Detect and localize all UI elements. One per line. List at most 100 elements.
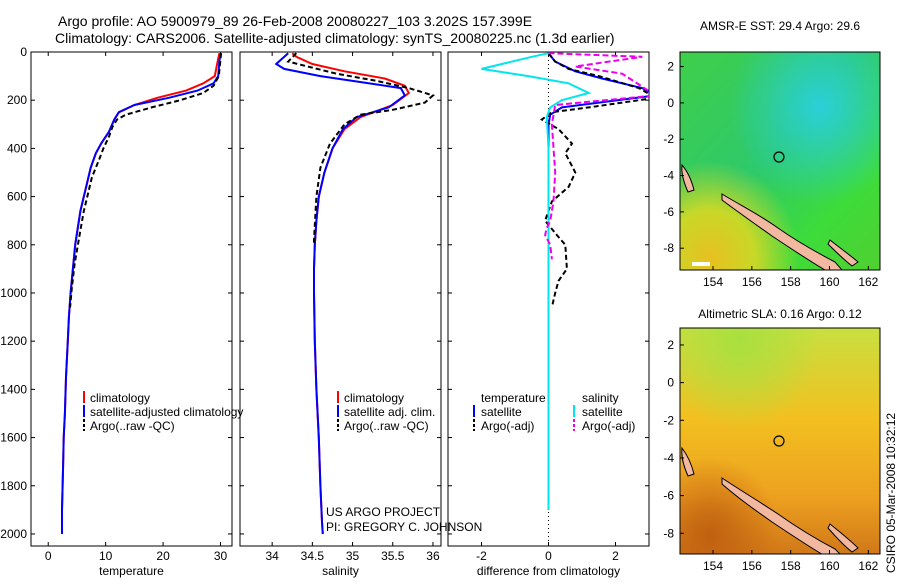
sst-map-axes: 154 156 158 160 162 2 0 -2 -4 -6 -8 — [663, 60, 878, 289]
figure-title-line2: Climatology: CARS2006. Satellite-adjuste… — [55, 30, 615, 46]
x-tick-label: 30 — [214, 549, 228, 563]
temperature-panel: 0 10 20 30 temperature — [30, 51, 233, 578]
salinity-panel: 34 34.5 35 35.5 36 salinity — [239, 51, 442, 578]
legend-label-argo: Argo(..raw -QC) — [90, 419, 175, 433]
figure-title-line1: Argo profile: AO 5900979_89 26-Feb-2008 … — [58, 13, 532, 29]
project-annotation-line2: PI: GREGORY C. JOHNSON — [326, 520, 482, 534]
x-tick-label: 0 — [45, 549, 52, 563]
x-tick-label: 35 — [346, 549, 360, 563]
project-annotation-line1: US ARGO PROJECT — [326, 505, 441, 519]
sst-map-scale-bar — [692, 262, 710, 266]
x-tick-label: 34 — [265, 549, 279, 563]
legend-label-climatology: climatology — [344, 391, 404, 405]
sla-map-axes: 154 156 158 160 162 2 0 -2 -4 -6 -8 — [663, 338, 878, 573]
legend-label-sal-argo: Argo(-adj) — [582, 419, 635, 433]
map-x-tick-label: 162 — [858, 275, 878, 289]
map-x-tick-label: 160 — [819, 275, 839, 289]
x-tick-label: 34.5 — [301, 549, 325, 563]
map-y-tick-label: 0 — [667, 96, 674, 110]
series-line-satellite — [547, 52, 649, 510]
sst-map-coastline — [721, 193, 843, 270]
map-y-tick-label: -8 — [663, 526, 674, 540]
x-tick-label: 20 — [156, 549, 170, 563]
series-line-satellite-adjusted-climatology — [61, 53, 222, 534]
series-line-argo-raw-qc — [69, 53, 223, 308]
sla-argo-location-marker — [773, 435, 785, 447]
map-y-tick-label: -6 — [663, 489, 674, 503]
map-y-tick-label: 2 — [667, 338, 674, 352]
depth-tick-label: 1000 — [0, 286, 27, 300]
legend-label-argo: Argo(..raw -QC) — [344, 419, 429, 433]
sst-map-island — [681, 163, 695, 193]
series-line-satellite-adj-clim — [274, 52, 407, 535]
credit-stamp: CSIRO 05-Mar-2008 10:32:12 — [884, 413, 898, 573]
salinity-legend: climatology satellite adj. clim. Argo(..… — [337, 391, 435, 433]
legend-label-temp-satellite: satellite — [481, 405, 522, 419]
sla-map: Altimetric SLA: 0.16 Argo: 0.12 154 156 15… — [663, 307, 881, 573]
sla-map-title: Altimetric SLA: 0.16 Argo: 0.12 — [698, 307, 862, 321]
series-line-argo-adj — [544, 52, 649, 260]
x-tick-label: 35.5 — [381, 549, 405, 563]
x-tick-label: -2 — [476, 549, 487, 563]
map-y-tick-label: -4 — [663, 169, 674, 183]
depth-tick-label: 600 — [7, 190, 27, 204]
series-line-climatology — [61, 52, 221, 534]
x-tick-label: 36 — [426, 549, 440, 563]
plot-frame — [239, 51, 442, 547]
map-y-tick-label: -4 — [663, 451, 674, 465]
sst-map-title: AMSR-E SST: 29.4 Argo: 29.6 — [700, 19, 860, 33]
depth-tick-label: 400 — [7, 141, 27, 155]
map-y-tick-label: 2 — [667, 60, 674, 74]
legend-label-satellite-adjusted: satellite-adjusted climatology — [90, 405, 243, 419]
map-y-tick-label: -8 — [663, 241, 674, 255]
depth-tick-label: 1600 — [0, 431, 27, 445]
temperature-legend: climatology satellite-adjusted climatolo… — [83, 391, 243, 433]
map-y-tick-label: 0 — [667, 376, 674, 390]
map-x-tick-label: 162 — [858, 559, 878, 573]
x-tick-label: 0 — [545, 549, 552, 563]
map-y-tick-label: -2 — [663, 413, 674, 427]
x-tick-label: 10 — [99, 549, 113, 563]
map-x-tick-label: 156 — [742, 559, 762, 573]
map-y-tick-label: -2 — [663, 132, 674, 146]
depth-tick-label: 1200 — [0, 334, 27, 348]
series-line-argo-adj — [539, 52, 649, 308]
map-x-tick-label: 160 — [819, 559, 839, 573]
depth-tick-label: 0 — [20, 45, 27, 59]
x-axis-label: salinity — [322, 564, 359, 578]
sla-map-frame — [679, 327, 881, 555]
sst-map-island — [827, 239, 859, 267]
difference-legend: temperature salinity satellite Argo(-adj… — [473, 391, 635, 433]
legend-label-climatology: climatology — [90, 391, 150, 405]
map-x-tick-label: 156 — [742, 275, 762, 289]
x-axis-label: difference from climatology — [477, 564, 620, 578]
legend-header-salinity: salinity — [582, 391, 619, 405]
sla-map-island — [827, 523, 859, 553]
plot-frame — [30, 51, 233, 547]
sst-map-frame — [679, 51, 881, 271]
legend-label-temp-argo: Argo(-adj) — [481, 419, 534, 433]
map-x-tick-label: 154 — [703, 559, 723, 573]
depth-tick-label: 1400 — [0, 382, 27, 396]
sst-map: AMSR-E SST: 29.4 Argo: 29.6 154 156 158 160… — [663, 19, 881, 289]
depth-tick-label: 800 — [7, 238, 27, 252]
legend-label-satellite-adj: satellite adj. clim. — [344, 405, 435, 419]
legend-header-temperature: temperature — [481, 391, 546, 405]
sst-argo-location-marker — [773, 151, 785, 163]
series-line-climatology — [291, 52, 411, 535]
map-x-tick-label: 154 — [703, 275, 723, 289]
series-line-satellite — [481, 52, 592, 510]
depth-tick-label: 1800 — [0, 479, 27, 493]
sla-map-island — [681, 446, 695, 477]
map-y-tick-label: -6 — [663, 205, 674, 219]
depth-tick-label: 2000 — [0, 527, 27, 541]
series-line-argo-raw-qc — [286, 52, 436, 245]
x-tick-label: 2 — [612, 549, 619, 563]
sla-map-coastline — [721, 477, 841, 554]
map-x-tick-label: 158 — [781, 275, 801, 289]
depth-axis: 0 200 400 600 800 1000 1200 1400 1600 1800 2000 — [0, 45, 27, 541]
x-axis-label: temperature — [99, 564, 164, 578]
legend-label-sal-satellite: satellite — [582, 405, 623, 419]
